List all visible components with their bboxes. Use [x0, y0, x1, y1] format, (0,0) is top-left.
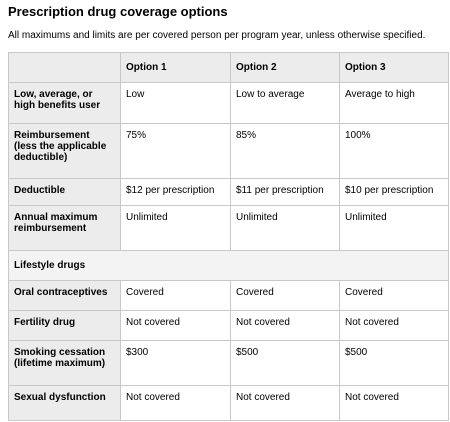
table-cell: Not covered: [230, 310, 340, 341]
table-cell: Not covered: [339, 310, 449, 341]
page-title: Prescription drug coverage options: [8, 4, 228, 19]
corner-cell: [8, 52, 121, 83]
table-cell: Not covered: [339, 385, 449, 421]
table-cell: 75%: [120, 123, 231, 179]
table-cell: Covered: [120, 280, 231, 311]
table-cell: $12 per prescription: [120, 178, 231, 206]
table-row: Oral contraceptives Covered Covered Covered: [8, 280, 449, 311]
table-row: Annual maximum reimbursement Unlimited Unl…: [8, 205, 449, 251]
row-label: Sexual dysfunction: [8, 385, 121, 421]
row-label: Reimbursement (less the applicable deduc…: [8, 123, 121, 179]
table-row: Smoking cessation (lifetime maximum) $300…: [8, 340, 449, 386]
table-cell: 85%: [230, 123, 340, 179]
table-cell: Covered: [339, 280, 449, 311]
row-label: Oral contraceptives: [8, 280, 121, 311]
row-label: Low, average, or high benefits user: [8, 82, 121, 124]
table-cell: $10 per prescription: [339, 178, 449, 206]
table-cell: Covered: [230, 280, 340, 311]
row-label: Fertility drug: [8, 310, 121, 341]
row-label: Deductible: [8, 178, 121, 206]
table-cell: Not covered: [120, 310, 231, 341]
header-row: Option 1 Option 2 Option 3: [8, 52, 449, 83]
table-cell: $11 per prescription: [230, 178, 340, 206]
table-cell: Unlimited: [120, 205, 231, 251]
table-cell: Low to average: [230, 82, 340, 124]
table-cell: $300: [120, 340, 231, 386]
column-header: Option 2: [230, 52, 340, 83]
table-row: Sexual dysfunction Not covered Not covered…: [8, 385, 449, 421]
coverage-table: Option 1 Option 2 Option 3 Low, average, o…: [8, 52, 449, 421]
table-row: Low, average, or high benefits user Low Lo…: [8, 82, 449, 124]
row-label: Annual maximum reimbursement: [8, 205, 121, 251]
table-cell: Unlimited: [230, 205, 340, 251]
table-cell: Unlimited: [339, 205, 449, 251]
column-header: Option 1: [120, 52, 231, 83]
table-row: Fertility drug Not covered Not covered Not …: [8, 310, 449, 341]
table-row: Lifestyle drugs: [8, 250, 449, 281]
table-cell: $500: [339, 340, 449, 386]
section-cell: Lifestyle drugs: [8, 250, 449, 281]
row-label: Smoking cessation (lifetime maximum): [8, 340, 121, 386]
table-cell: Not covered: [230, 385, 340, 421]
table-cell: $500: [230, 340, 340, 386]
table-row: Reimbursement (less the applicable deduc…: [8, 123, 449, 179]
table-cell: 100%: [339, 123, 449, 179]
column-header: Option 3: [339, 52, 449, 83]
page-subtitle: All maximums and limits are per covered …: [8, 30, 426, 41]
table-cell: Low: [120, 82, 231, 124]
table-row: Deductible $12 per prescription $11 per pr…: [8, 178, 449, 206]
table-cell: Average to high: [339, 82, 449, 124]
table-cell: Not covered: [120, 385, 231, 421]
